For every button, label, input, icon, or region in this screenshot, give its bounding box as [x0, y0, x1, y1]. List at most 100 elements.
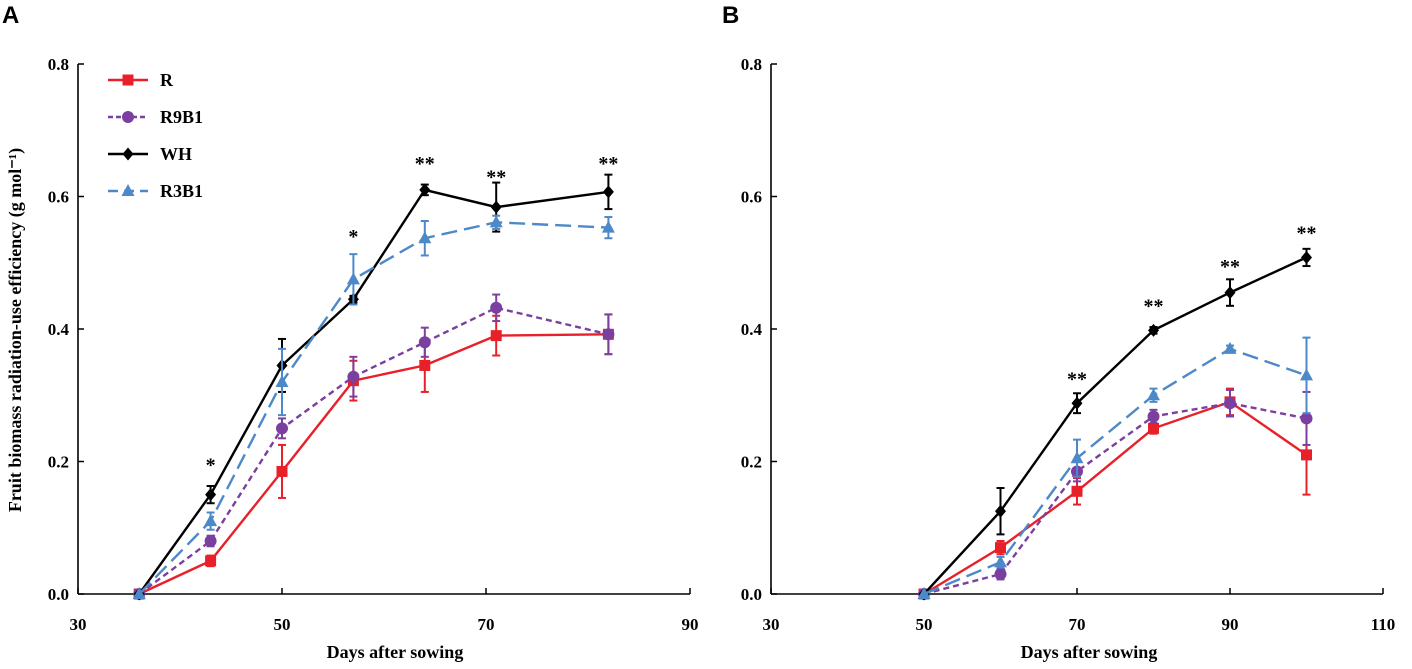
- data-point-wh: [602, 185, 614, 199]
- significance-annotation: **: [1067, 368, 1087, 390]
- x-tick-label: 90: [682, 615, 699, 634]
- legend-item-r: R: [108, 70, 174, 90]
- data-point-r: [276, 465, 288, 477]
- data-point-wh: [1301, 250, 1312, 264]
- series-r: [918, 387, 1312, 600]
- series-wh: [133, 173, 614, 601]
- panel-a: A 0.00.20.40.60.830 50 70 90 ******** Days …: [2, 2, 699, 662]
- significance-annotation: **: [1220, 256, 1240, 278]
- panel-a-annotations: ********: [206, 153, 619, 476]
- series-line-wh: [923, 256, 1308, 595]
- x-tick-label: 70: [1069, 615, 1086, 634]
- panel-b: B 0.0 0.2 0.4 0.6 0.8 30 50 70 90 110 ** ** ** ** Da…: [722, 2, 1395, 662]
- data-point-r9b1: [602, 328, 615, 341]
- panel-a-letter: A: [2, 2, 19, 29]
- panel-b-x-axis-title: Days after sowing: [1021, 642, 1158, 662]
- data-point-r3b1: [489, 215, 503, 228]
- series-r9b1: [133, 293, 615, 600]
- series-r3b1: [132, 214, 615, 599]
- legend-label: WH: [160, 144, 192, 164]
- x-tick-label: 90: [1222, 615, 1239, 634]
- y-tick-label: 0.2: [48, 453, 69, 472]
- y-tick-label: 0.6: [741, 188, 762, 207]
- legend-item-r3b1: R3B1: [108, 181, 203, 201]
- panel-b-ticks: 0.0 0.2 0.4 0.6 0.8 30 50 70 90 110: [741, 55, 1396, 634]
- data-point-r3b1: [132, 587, 146, 599]
- data-point-r3b1: [346, 272, 360, 285]
- series-line-r9b1: [923, 401, 1307, 596]
- series-line-r: [923, 400, 1308, 596]
- data-point-r3b1: [204, 514, 218, 527]
- data-point-r9b1: [204, 535, 217, 547]
- x-tick-label: 110: [1371, 615, 1396, 634]
- data-point-r: [1148, 422, 1159, 434]
- y-tick-label: 0.4: [741, 320, 763, 339]
- data-point-wh: [419, 183, 431, 197]
- significance-annotation: **: [598, 153, 618, 175]
- data-point-r3b1: [418, 231, 432, 244]
- significance-annotation: **: [1297, 223, 1317, 245]
- data-point-wh: [995, 504, 1006, 518]
- legend-label: R3B1: [160, 181, 203, 201]
- x-tick-label: 50: [274, 615, 291, 634]
- data-point-r: [490, 330, 502, 342]
- significance-annotation: **: [415, 153, 435, 175]
- data-point-wh: [205, 488, 217, 502]
- panel-b-series: [917, 247, 1313, 601]
- legend-item-r9b1: R9B1: [108, 107, 203, 127]
- data-point-r9b1: [1147, 410, 1160, 423]
- significance-annotation: *: [348, 226, 358, 248]
- y-tick-label: 0.4: [48, 320, 70, 339]
- data-point-r: [1301, 449, 1312, 461]
- y-tick-label: 0.0: [741, 585, 762, 604]
- legend-marker: [122, 111, 134, 123]
- data-point-r3b1: [1147, 388, 1160, 401]
- x-tick-label: 50: [916, 615, 933, 634]
- data-point-r3b1: [994, 555, 1007, 568]
- data-point-r3b1: [917, 587, 931, 599]
- data-point-wh: [1148, 323, 1159, 337]
- legend: R R9B1 WH R3B1: [108, 70, 203, 201]
- data-point-r3b1: [1300, 368, 1313, 381]
- panel-a-ticks: 0.0 0.2 0.4 0.6 0.8 30 50 70 90: [48, 55, 699, 634]
- legend-marker: [121, 184, 135, 196]
- y-tick-label: 0.2: [741, 453, 762, 472]
- significance-annotation: **: [1144, 296, 1164, 318]
- data-point-r3b1: [1223, 341, 1237, 354]
- significance-annotation: *: [206, 455, 216, 477]
- series-line-r3b1: [923, 347, 1307, 596]
- series-wh: [918, 247, 1312, 601]
- y-tick-label: 0.8: [48, 55, 69, 74]
- legend-item-wh: WH: [108, 144, 192, 164]
- data-point-r9b1: [490, 301, 503, 314]
- series-line-r9b1: [138, 306, 609, 595]
- y-tick-label: 0.6: [48, 188, 69, 207]
- data-point-wh: [490, 200, 502, 214]
- data-point-r9b1: [1224, 397, 1236, 410]
- data-point-wh: [1224, 286, 1236, 300]
- data-point-r: [205, 555, 217, 567]
- data-point-r: [1071, 485, 1083, 497]
- legend-marker: [122, 74, 134, 86]
- series-line-wh: [138, 188, 609, 595]
- data-point-r: [419, 359, 431, 371]
- data-point-r9b1: [418, 336, 431, 349]
- panel-a-x-axis-title: Days after sowing: [327, 642, 464, 662]
- data-point-r3b1: [275, 375, 289, 387]
- data-point-r3b1: [1070, 451, 1084, 464]
- legend-marker: [122, 147, 134, 161]
- data-point-r9b1: [347, 370, 360, 383]
- panel-a-y-axis-title: Fruit biomass radiation-use efficiency (…: [5, 148, 26, 512]
- data-point-r9b1: [1300, 412, 1313, 425]
- data-point-r9b1: [276, 422, 288, 435]
- legend-label: R9B1: [160, 107, 203, 127]
- series-r9b1: [918, 388, 1313, 600]
- x-tick-label: 30: [70, 615, 87, 634]
- panel-a-series: [132, 173, 615, 601]
- x-tick-label: 30: [763, 615, 780, 634]
- significance-annotation: **: [486, 166, 506, 188]
- series-r3b1: [917, 336, 1313, 599]
- data-point-wh: [1071, 396, 1083, 410]
- panel-b-letter: B: [722, 2, 739, 29]
